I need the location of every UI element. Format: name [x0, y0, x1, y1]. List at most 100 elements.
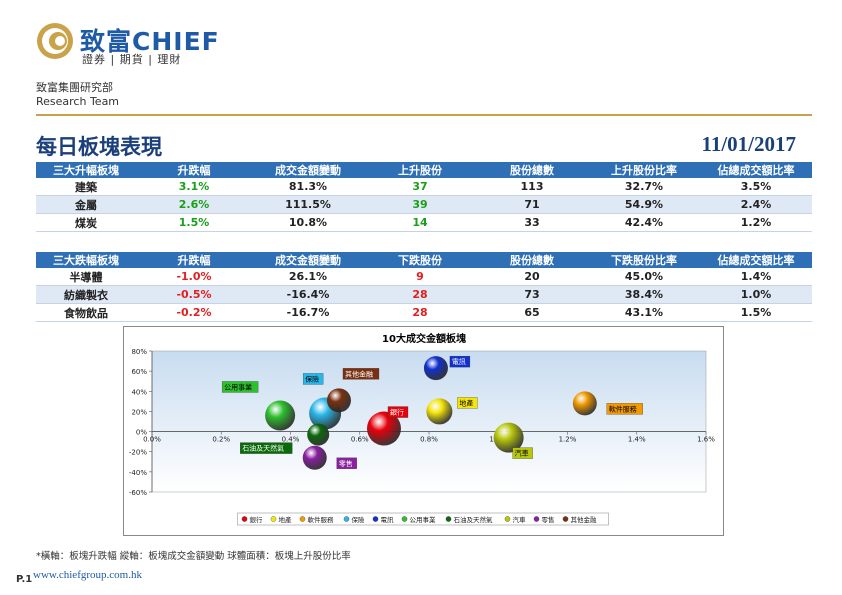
- turnover-share-cell: 1.4%: [700, 268, 812, 286]
- column-header: 三大升幅板塊: [36, 162, 136, 178]
- total-count-cell: 20: [476, 268, 588, 286]
- bubble-chart-svg: 10大成交金額板塊 80% 60% 40% 20% 0% -20% -40% -60% 0.0% 0…: [129, 332, 715, 526]
- header-divider: [36, 114, 812, 116]
- rising-ratio-cell: 32.7%: [588, 178, 700, 196]
- rising-count-cell: 14: [364, 213, 476, 232]
- brand-name: 致富CHIEF: [80, 27, 220, 56]
- bubble-label: 電訊: [452, 357, 466, 366]
- page-number: P.1: [16, 574, 33, 585]
- bubble: [423, 356, 448, 381]
- change-cell: 2.6%: [136, 195, 252, 214]
- bubble-label-box: [606, 403, 643, 415]
- bubble: [326, 388, 351, 413]
- column-header: 升跌幅: [136, 162, 252, 178]
- falling-ratio-cell: 45.0%: [588, 268, 700, 286]
- report-date: 11/01/2017: [701, 132, 796, 156]
- page-title: 每日板塊表現: [36, 135, 162, 159]
- y-tick-label: -20%: [129, 449, 147, 457]
- sector-name: 紡織製衣: [36, 285, 136, 304]
- turnover-change-cell: 26.1%: [252, 268, 364, 286]
- bubble-label: 公用事業: [224, 382, 252, 391]
- column-header: 三大跌幅板塊: [36, 252, 136, 268]
- legend-label: 石油及天然氣: [454, 515, 494, 524]
- bubble-label-box: [449, 355, 471, 368]
- department: 致富集團研究部 Research Team: [36, 81, 119, 109]
- legend-label: 其他金融: [571, 515, 598, 524]
- bubble-label: 保險: [305, 374, 319, 383]
- logo-icon: [37, 23, 73, 59]
- legend-marker: [504, 516, 511, 522]
- bubble-label: 石油及天然氣: [242, 444, 284, 453]
- change-cell: -0.2%: [136, 303, 252, 322]
- y-tick-label: 0%: [136, 429, 147, 437]
- bubble-label-box: [457, 397, 478, 409]
- turnover-change-cell: -16.7%: [252, 303, 364, 322]
- legend-marker: [241, 516, 248, 522]
- top-gainers-table: 三大升幅板塊 升跌幅 成交金額變動 上升股份 股份總數 上升股份比率 佔總成交額…: [36, 162, 812, 232]
- bubble-chart: 10大成交金額板塊 80% 60% 40% 20% 0% -20% -40% -60% 0.0% 0…: [123, 326, 724, 536]
- column-header: 股份總數: [476, 162, 588, 178]
- legend-marker: [533, 516, 540, 522]
- table-row: 食物飲品 -0.2% -16.7% 28 65 43.1% 1.5%: [36, 303, 812, 322]
- bubble-label-box: [221, 381, 259, 393]
- falling-ratio-cell: 38.4%: [588, 285, 700, 304]
- x-tick-label: 1.4%: [628, 436, 646, 444]
- change-cell: -1.0%: [136, 268, 252, 286]
- department-english: Research Team: [36, 95, 120, 108]
- column-header: 上升股份: [364, 162, 476, 178]
- falling-count-cell: 28: [364, 285, 476, 304]
- y-tick-label: -40%: [129, 469, 147, 477]
- falling-count-cell: 9: [364, 268, 476, 286]
- table-header-row: 三大跌幅板塊 升跌幅 成交金額變動 下跌股份 股份總數 下跌股份比率 佔總成交額…: [36, 252, 812, 268]
- total-count-cell: 73: [476, 285, 588, 304]
- turnover-change-cell: 81.3%: [252, 178, 364, 196]
- table-row: 煤炭 1.5% 10.8% 14 33 42.4% 1.2%: [36, 213, 812, 232]
- table-row: 半導體 -1.0% 26.1% 9 20 45.0% 1.4%: [36, 268, 812, 286]
- sector-name: 半導體: [36, 268, 136, 286]
- bubble: [366, 411, 401, 446]
- legend-label: 汽車: [513, 515, 527, 524]
- total-count-cell: 33: [476, 213, 588, 232]
- legend-label: 地產: [279, 515, 293, 524]
- turnover-change-cell: 111.5%: [252, 195, 364, 214]
- chart-title: 10大成交金額板塊: [382, 332, 466, 345]
- column-header: 佔總成交額比率: [700, 162, 812, 178]
- column-header: 升跌幅: [136, 252, 252, 268]
- sector-name: 煤炭: [36, 213, 136, 232]
- sector-name: 金屬: [36, 195, 136, 214]
- y-tick-label: 40%: [131, 388, 147, 396]
- change-cell: 1.5%: [136, 213, 252, 232]
- change-cell: 3.1%: [136, 178, 252, 196]
- legend-label: 保險: [352, 515, 366, 524]
- falling-ratio-cell: 43.1%: [588, 303, 700, 322]
- x-tick-label: 0.0%: [143, 436, 161, 444]
- x-tick-label: 0.6%: [351, 436, 369, 444]
- turnover-share-cell: 1.0%: [700, 285, 812, 304]
- sector-name: 食物飲品: [36, 303, 136, 322]
- legend-marker: [401, 516, 408, 522]
- x-tick-label: 0.2%: [212, 436, 230, 444]
- table-header-row: 三大升幅板塊 升跌幅 成交金額變動 上升股份 股份總數 上升股份比率 佔總成交額…: [36, 162, 812, 178]
- turnover-change-cell: -16.4%: [252, 285, 364, 304]
- x-tick-label: 0.8%: [420, 436, 438, 444]
- legend-label: 公用事業: [410, 515, 437, 524]
- bubble-label: 軟件服務: [609, 404, 637, 413]
- bubble-label-box: [302, 373, 324, 385]
- legend-marker: [343, 516, 350, 522]
- y-tick-label: 80%: [131, 348, 147, 356]
- column-header: 成交金額變動: [252, 252, 364, 268]
- chart-legend: [237, 512, 609, 526]
- bubble-label: 地產: [459, 398, 473, 407]
- x-tick-label: 1.6%: [697, 436, 715, 444]
- table-row: 紡織製衣 -0.5% -16.4% 28 73 38.4% 1.0%: [36, 285, 812, 304]
- legend-label: 電訊: [381, 515, 395, 524]
- x-tick-label: 1.2%: [559, 436, 577, 444]
- bubble: [302, 445, 327, 470]
- legend-marker: [270, 516, 277, 522]
- total-count-cell: 65: [476, 303, 588, 322]
- legend-label: 零售: [542, 515, 555, 524]
- total-count-cell: 113: [476, 178, 588, 196]
- column-header: 下跌股份比率: [588, 252, 700, 268]
- turnover-share-cell: 3.5%: [700, 178, 812, 196]
- website-url: www.chiefgroup.com.hk: [33, 569, 142, 581]
